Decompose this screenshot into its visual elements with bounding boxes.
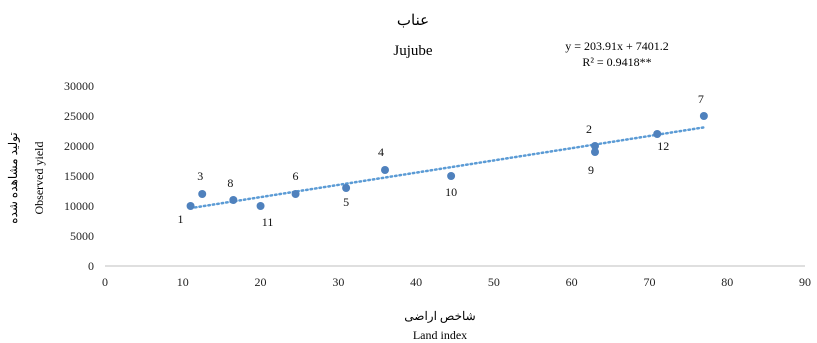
y-tick-label: 0 [88,259,94,273]
data-point-label: 10 [445,185,457,199]
y-tick-label: 15000 [64,169,94,183]
data-point-label: 12 [657,139,669,153]
data-point [381,166,389,174]
chart-title-persian: عناب [397,13,429,29]
x-tick-label: 30 [332,275,344,289]
data-point-label: 4 [378,145,384,159]
trendline-equation: y = 203.91x + 7401.2 [565,39,669,53]
data-point-label: 7 [698,92,704,106]
data-point [699,112,708,120]
y-tick-label: 5000 [70,229,94,243]
x-tick-label: 90 [799,275,811,289]
data-point [198,190,207,198]
data-points: 1 3 8 11 6 5 4 10 2 9 12 7 [178,92,708,229]
x-tick-label: 70 [643,275,655,289]
y-tick-label: 20000 [64,139,94,153]
x-axis-title-persian: شاخص اراضی [404,309,475,323]
y-tick-label: 30000 [64,79,94,93]
data-point [653,130,662,138]
data-point-label: 2 [586,122,592,136]
data-point-label: 5 [343,195,349,209]
data-point [229,196,238,204]
y-axis-title-persian: تولید مشاهده شده [6,132,20,223]
data-point-label: 6 [293,169,299,183]
x-tick-label: 80 [721,275,733,289]
y-axis-title: Observed yield [32,142,46,215]
data-point-label: 3 [197,169,203,183]
data-point-label: 8 [227,176,233,190]
data-point [342,184,351,192]
data-point [291,190,300,198]
data-point-label: 9 [588,163,594,177]
x-axis-ticks: 0 10 20 30 40 50 60 70 80 90 [102,275,811,289]
data-point-label: 1 [178,212,184,226]
x-axis-title: Land index [413,328,467,342]
data-point [186,202,195,210]
trendline [189,126,706,210]
y-axis-ticks: 0 5000 10000 15000 20000 25000 30000 [64,79,94,273]
data-point [591,142,599,150]
x-tick-label: 0 [102,275,108,289]
data-point [256,202,265,210]
trendline-r-squared: R² = 0.9418** [582,55,651,69]
y-tick-label: 25000 [64,109,94,123]
y-tick-label: 10000 [64,199,94,213]
x-tick-label: 20 [255,275,267,289]
data-point [591,148,599,156]
x-tick-label: 50 [488,275,500,289]
data-point-label: 11 [262,215,274,229]
x-tick-label: 40 [410,275,422,289]
x-tick-label: 10 [177,275,189,289]
data-point [447,172,456,180]
chart-title: Jujube [393,43,433,59]
x-tick-label: 60 [566,275,578,289]
